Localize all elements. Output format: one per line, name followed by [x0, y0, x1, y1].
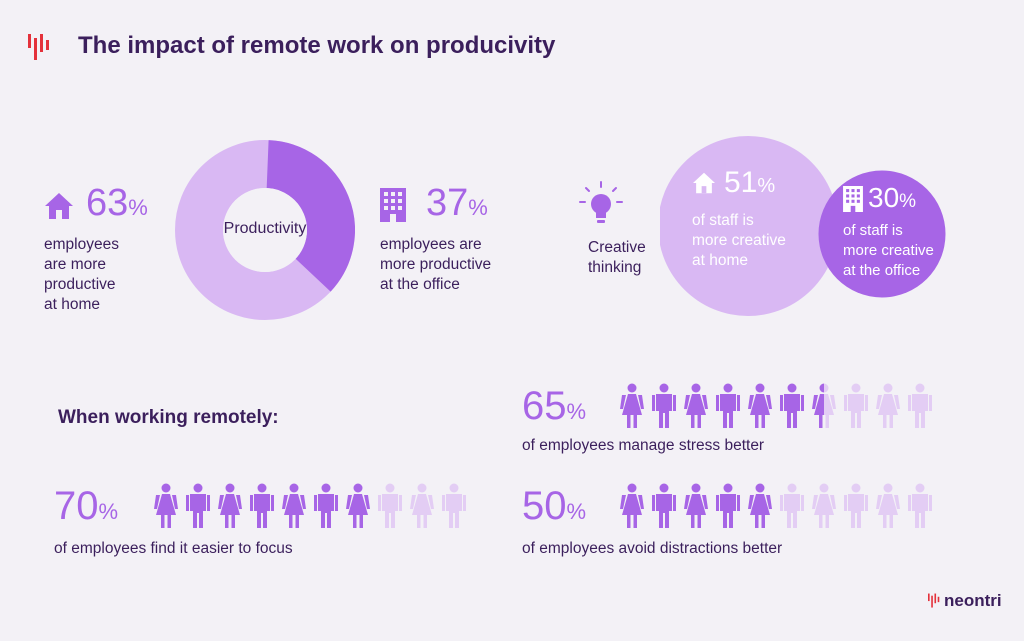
person-icon [716, 383, 740, 428]
office-productive-label: employees are more productive at the off… [380, 236, 492, 293]
office-productive-stat: 37% [426, 182, 488, 224]
home-productive-stat: 63% [86, 182, 148, 224]
distraction-label: of employees avoid distractions better [522, 540, 783, 557]
person-icon [218, 483, 242, 528]
person-icon [780, 383, 804, 428]
small-home-icon [692, 172, 716, 199]
creative-home-stat: 51% [724, 166, 776, 199]
creative-home-label: of staff is more creative at home [692, 212, 786, 269]
person-icon [684, 483, 708, 528]
donut-slice-office [265, 140, 355, 292]
stress-label: of employees manage stress better [522, 437, 765, 454]
person-icon [652, 383, 676, 428]
office-building-icon [380, 188, 406, 227]
person-icon [154, 483, 178, 528]
stress-people-icons [620, 383, 932, 429]
donut-center-label: Productivity [223, 220, 307, 237]
person-icon [684, 383, 708, 428]
home-productive-label: employees are more productive at home [44, 236, 119, 313]
small-office-building-icon [843, 186, 863, 217]
person-icon [282, 483, 306, 528]
productivity-donut-chart [175, 140, 355, 320]
person-icon [748, 383, 772, 428]
person-icon [908, 383, 932, 428]
creative-office-label: of staff is more creative at the office [843, 222, 934, 279]
focus-label: of employees find it easier to focus [54, 540, 293, 557]
page-title: The impact of remote work on producivity [78, 32, 556, 59]
person-icon [748, 483, 772, 528]
person-icon [442, 483, 466, 528]
person-icon [314, 483, 338, 528]
stress-stat: 65% [522, 384, 587, 428]
person-icon [186, 483, 210, 528]
person-icon [346, 483, 370, 528]
brand-logo-icon [28, 30, 54, 67]
person-icon [908, 483, 932, 528]
person-icon [812, 483, 836, 528]
person-icon [620, 483, 644, 528]
person-icon [780, 483, 804, 528]
person-icon [250, 483, 274, 528]
person-icon [410, 483, 434, 528]
person-icon [844, 483, 868, 528]
person-icon [876, 383, 900, 428]
person-icon [844, 383, 868, 428]
person-icon [378, 483, 402, 528]
person-icon [716, 483, 740, 528]
distraction-people-icons [620, 483, 932, 529]
home-icon [44, 192, 74, 225]
remote-heading: When working remotely: [58, 407, 279, 428]
distraction-stat: 50% [522, 484, 587, 528]
neontri-logo-icon [928, 590, 942, 615]
lightbulb-icon [578, 180, 624, 233]
person-icon [876, 483, 900, 528]
neontri-logo-text: neontri [944, 591, 1002, 610]
person-icon [812, 383, 836, 428]
person-icon [652, 483, 676, 528]
focus-people-icons [154, 483, 466, 529]
creative-office-stat: 30% [868, 182, 917, 213]
person-icon [620, 383, 644, 428]
focus-stat: 70% [54, 484, 119, 528]
creative-thinking-label: Creative thinking [588, 239, 646, 276]
